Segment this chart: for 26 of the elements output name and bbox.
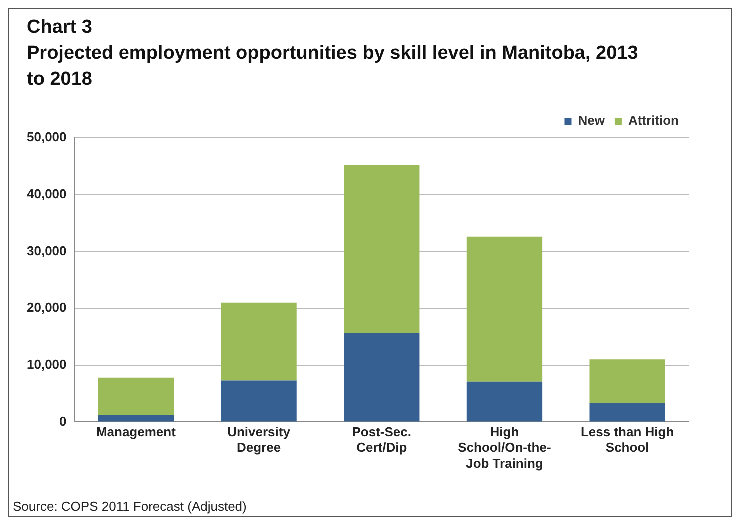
x-tick-label: Post-Sec. Cert/Dip	[352, 424, 412, 456]
y-tick-label: 20,000	[26, 300, 67, 316]
x-tick-label: Management	[96, 424, 177, 440]
bar	[466, 382, 543, 422]
bar	[221, 302, 297, 381]
y-tick-label: 50,000	[26, 130, 67, 145]
bar	[590, 360, 666, 404]
bar	[590, 403, 666, 422]
bar	[344, 334, 420, 422]
bar	[466, 236, 543, 382]
bar	[344, 165, 420, 334]
y-tick-label: 30,000	[26, 243, 67, 258]
legend-label: New	[578, 113, 606, 128]
legend-label: Attrition	[628, 113, 680, 128]
source-note: Source: COPS 2011 Forecast (Adjusted)	[13, 499, 247, 514]
y-tick-label: 10,000	[26, 356, 67, 372]
x-tick-label: Less than High School	[580, 424, 674, 456]
x-tick-label: High School/On-the-Job Training	[458, 424, 552, 471]
bar	[98, 378, 174, 416]
bar	[221, 380, 297, 422]
chart-title: Chart 3	[27, 16, 94, 40]
y-tick-label: 40,000	[26, 186, 67, 202]
bar	[98, 415, 174, 422]
y-tick-label: 0	[60, 414, 67, 429]
chart-subtitle: Projected employment opportunities by skill level in Manitoba, 2013 to 2018	[27, 42, 640, 92]
x-tick-label: University Degree	[228, 424, 292, 456]
